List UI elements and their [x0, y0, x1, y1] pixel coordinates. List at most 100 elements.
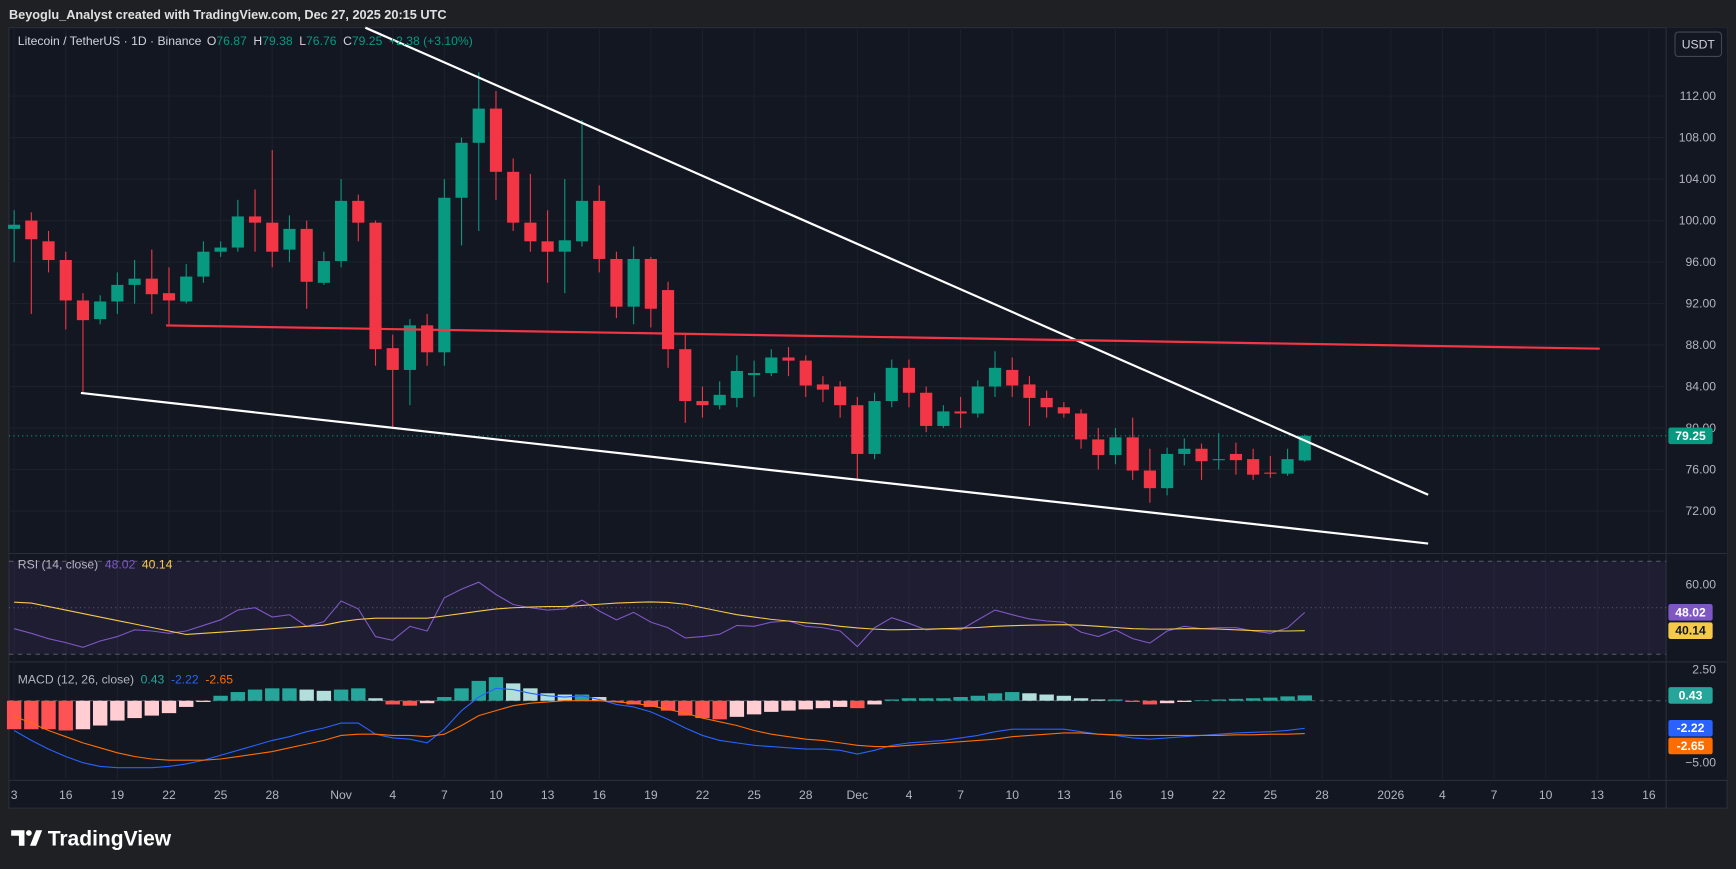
histogram-bar [953, 697, 968, 701]
candle-body [1109, 437, 1122, 455]
candle-body [1229, 453, 1243, 461]
price-tag-label: -2.22 [1677, 721, 1705, 735]
candle-body [59, 259, 72, 301]
x-tick-label: 10 [1539, 788, 1553, 802]
candle-body [369, 222, 382, 350]
legend-value: 76.76 [306, 34, 337, 48]
histogram-bar [6, 700, 22, 730]
candle-body [954, 411, 967, 414]
candle-body [1195, 448, 1208, 462]
candle-body [352, 200, 365, 223]
candle-body [403, 325, 417, 370]
candle-body [386, 348, 399, 370]
candle-body [627, 258, 640, 307]
histogram-bar [58, 700, 73, 731]
histogram-bar [540, 693, 555, 701]
legend-title: RSI (14, close) [18, 558, 98, 572]
candle-body [816, 384, 830, 390]
currency-button[interactable]: USDT [1674, 31, 1723, 58]
x-tick-label: Dec [847, 788, 869, 802]
candle-body [266, 222, 279, 252]
histogram-bar [75, 700, 91, 730]
x-tick-label: 25 [1264, 788, 1278, 802]
histogram-bar [1039, 694, 1054, 701]
candle-body [558, 240, 571, 252]
currency-button-frame[interactable] [1674, 31, 1723, 58]
candle-body [455, 142, 468, 198]
candle-body [575, 200, 589, 242]
candle-body [317, 261, 330, 283]
histogram-bar [660, 700, 676, 711]
candle-body [128, 278, 141, 285]
y-tick-label: 88.00 [1686, 338, 1717, 352]
y-tick-label: 84.00 [1686, 380, 1717, 394]
trend-line [80, 391, 1429, 545]
candle-body [421, 325, 434, 353]
histogram-bar [970, 695, 986, 701]
histogram-bar [1263, 697, 1278, 701]
y-tick-label: 92.00 [1686, 297, 1717, 311]
x-tick-label: 2026 [1377, 788, 1404, 802]
candle-body [524, 222, 537, 242]
candle-body [283, 228, 296, 250]
x-tick-label: 4 [389, 788, 396, 802]
candle-body [1281, 459, 1294, 474]
legend-key: H [253, 34, 262, 48]
indicator-line [13, 700, 1305, 761]
candle-body [1264, 472, 1277, 474]
histogram-bar [419, 700, 435, 704]
candle-body [937, 411, 950, 426]
candle-body [971, 386, 984, 414]
candle-body [180, 276, 193, 302]
histogram-bar [247, 689, 263, 701]
histogram-bar [1228, 698, 1244, 701]
candle-body [1161, 453, 1174, 489]
candle-body [1212, 459, 1225, 461]
y-tick-label: 96.00 [1686, 255, 1717, 269]
candle-body [920, 392, 933, 426]
candle-body [902, 367, 916, 393]
legend-value: -2.65 [205, 673, 233, 687]
candle-body [1092, 439, 1105, 455]
histogram-bar [1297, 695, 1312, 701]
price-tag [1668, 604, 1713, 621]
legend-title: Litecoin / TetherUS · 1D · Binance [18, 34, 202, 48]
indicator-line [13, 687, 1305, 769]
currency-label[interactable]: USDT [1682, 37, 1716, 51]
histogram-bar [815, 700, 831, 709]
candle-body [713, 394, 726, 406]
x-tick-label: 7 [441, 788, 448, 802]
logo-mark [11, 830, 25, 846]
x-tick-label: 22 [162, 788, 176, 802]
x-tick-label: Nov [330, 788, 353, 802]
credit: Beyoglu_Analyst created with TradingView… [9, 7, 447, 22]
histogram-bar [901, 698, 917, 701]
x-tick-label: 7 [1491, 788, 1498, 802]
histogram-bar [643, 700, 659, 707]
candle-body [610, 258, 623, 307]
grid-layer [8, 27, 1667, 781]
y-tick-label: 2.50 [1692, 663, 1716, 677]
x-tick-label: 16 [592, 788, 606, 802]
logo-mark [26, 830, 32, 836]
histogram-bar [368, 698, 383, 701]
candle-body [730, 370, 743, 398]
candle-body [541, 241, 554, 252]
price-tag [1668, 427, 1713, 445]
data-layer [6, 26, 1600, 769]
histogram-bar [437, 697, 452, 701]
x-tick-label: 22 [1212, 788, 1226, 802]
x-tick-label: 19 [1160, 788, 1174, 802]
x-tick-label: 28 [799, 788, 813, 802]
price-tag-label: 0.43 [1679, 688, 1703, 702]
candle-body [507, 171, 520, 223]
histogram-bar [179, 700, 194, 707]
indicator-line [14, 601, 1305, 636]
histogram-bar [764, 700, 779, 712]
histogram-bar [1091, 699, 1106, 701]
histogram-bar [110, 700, 125, 721]
price-tag [1668, 719, 1713, 737]
candle-body [851, 405, 864, 454]
histogram-bar [265, 688, 280, 701]
legend-key: L [299, 34, 306, 48]
